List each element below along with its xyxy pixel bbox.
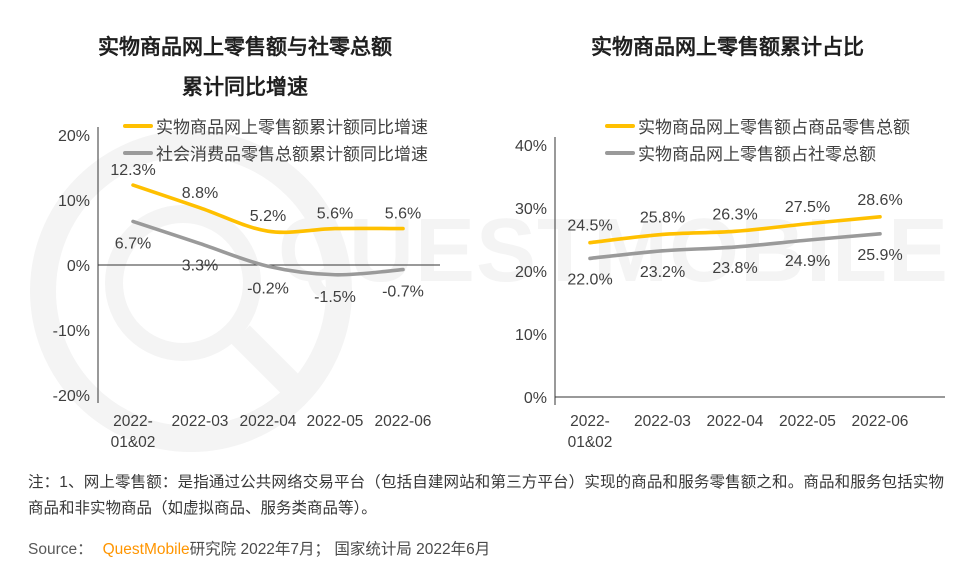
data-label: -0.7% (382, 284, 424, 301)
series-line-0 (588, 215, 882, 245)
y-axis-tick-label: 10% (58, 193, 90, 210)
data-label: -1.5% (314, 289, 356, 306)
legend-label: 社会消费品零售总额累计额同比增速 (156, 145, 428, 164)
data-label: 6.7% (115, 235, 151, 252)
data-label: 22.0% (567, 271, 612, 288)
legend-item: 实物商品网上零售额累计额同比增速 (123, 114, 428, 137)
data-label: 8.8% (182, 185, 218, 202)
data-label: 25.8% (640, 209, 685, 226)
legend-label: 实物商品网上零售额累计额同比增速 (156, 118, 428, 137)
legend-item: 实物商品网上零售额占商品零售总额 (605, 114, 910, 137)
left-chart-title: 实物商品网上零售额与社零总额 累计同比增速 (30, 28, 460, 108)
x-axis-tick-label: 2022-03 (172, 413, 229, 430)
data-label: 12.3% (110, 162, 155, 179)
right-chart-legend: 实物商品网上零售额占商品零售总额 实物商品网上零售额占社零总额 (605, 114, 910, 168)
x-axis-tick-label: 2022-06 (375, 413, 432, 430)
y-axis-tick-label: 20% (515, 264, 547, 281)
series-line-1 (131, 219, 405, 277)
source-rest: 研究院 2022年7月； 国家统计局 2022年6月 (189, 541, 491, 558)
left-chart-plot: 20% 10% 0% -10% -20% 12.3% 8.8% 5.2% 5.6% 5.6% 6.7… (53, 127, 440, 451)
right-chart-title: 实物商品网上零售额累计占比 (500, 28, 955, 68)
data-label: 23.2% (640, 264, 685, 281)
data-label: 24.9% (785, 253, 830, 270)
data-label: -0.2% (247, 280, 289, 297)
series-line-0 (131, 183, 405, 235)
y-axis-tick-label: -20% (53, 388, 90, 405)
y-axis-tick-label: 20% (58, 128, 90, 145)
left-chart-legend: 实物商品网上零售额累计额同比增速 社会消费品零售总额累计额同比增速 (123, 114, 428, 168)
data-label: 23.8% (712, 260, 757, 277)
legend-item: 社会消费品零售总额累计额同比增速 (123, 141, 428, 164)
legend-item: 实物商品网上零售额占社零总额 (605, 141, 910, 164)
left-chart-title-line2: 累计同比增速 (182, 76, 308, 99)
x-axis-tick-label: 2022-05 (779, 413, 836, 430)
legend-line-swatch (605, 150, 635, 155)
x-axis-tick-label: 2022-05 (307, 413, 364, 430)
legend-line-swatch (605, 123, 635, 128)
y-axis-tick-label: -10% (53, 323, 90, 340)
x-axis-tick-label: 2022-06 (852, 413, 909, 430)
data-label: 5.2% (250, 208, 286, 225)
legend-label: 实物商品网上零售额占商品零售总额 (638, 118, 910, 137)
y-axis-tick-label: 30% (515, 201, 547, 218)
source-line: Source： QuestMobile研究院 2022年7月； 国家统计局 202… (28, 537, 490, 559)
x-axis-tick-label: 2022-01&02 (568, 413, 613, 451)
right-chart-plot: 40% 30% 20% 10% 0% 24.5% 25.8% 26.3% 27.5% 28.6% 2… (515, 137, 945, 451)
legend-label: 实物商品网上零售额占社零总额 (638, 145, 876, 164)
left-chart-title-line1: 实物商品网上零售额与社零总额 (98, 36, 392, 59)
data-label: 3.3% (182, 258, 218, 275)
legend-line-swatch (123, 150, 153, 155)
data-label: 5.6% (317, 206, 353, 223)
legend-line-swatch (123, 123, 153, 128)
x-axis-tick-label: 2022-03 (634, 413, 691, 430)
source-label: Source： (28, 541, 93, 558)
right-chart-title-line1: 实物商品网上零售额累计占比 (591, 36, 864, 59)
y-axis-tick-label: 40% (515, 138, 547, 155)
data-label: 5.6% (385, 206, 421, 223)
y-axis-tick-label: 0% (524, 390, 547, 407)
x-axis-tick-label: 2022-01&02 (111, 413, 156, 451)
data-label: 25.9% (857, 247, 902, 264)
y-axis-tick-label: 10% (515, 327, 547, 344)
x-axis-tick-label: 2022-04 (240, 413, 297, 430)
source-brand: QuestMobile (102, 541, 190, 558)
data-label: 26.3% (712, 206, 757, 223)
y-axis-tick-label: 0% (67, 258, 90, 275)
data-label: 24.5% (567, 218, 612, 235)
data-label: 27.5% (785, 199, 830, 216)
data-label: 28.6% (857, 192, 902, 209)
footnote: 注：1、网上零售额：是指通过公共网络交易平台（包括自建网站和第三方平台）实现的商… (28, 474, 944, 517)
series-line-1 (588, 232, 882, 261)
x-axis-tick-label: 2022-04 (707, 413, 764, 430)
